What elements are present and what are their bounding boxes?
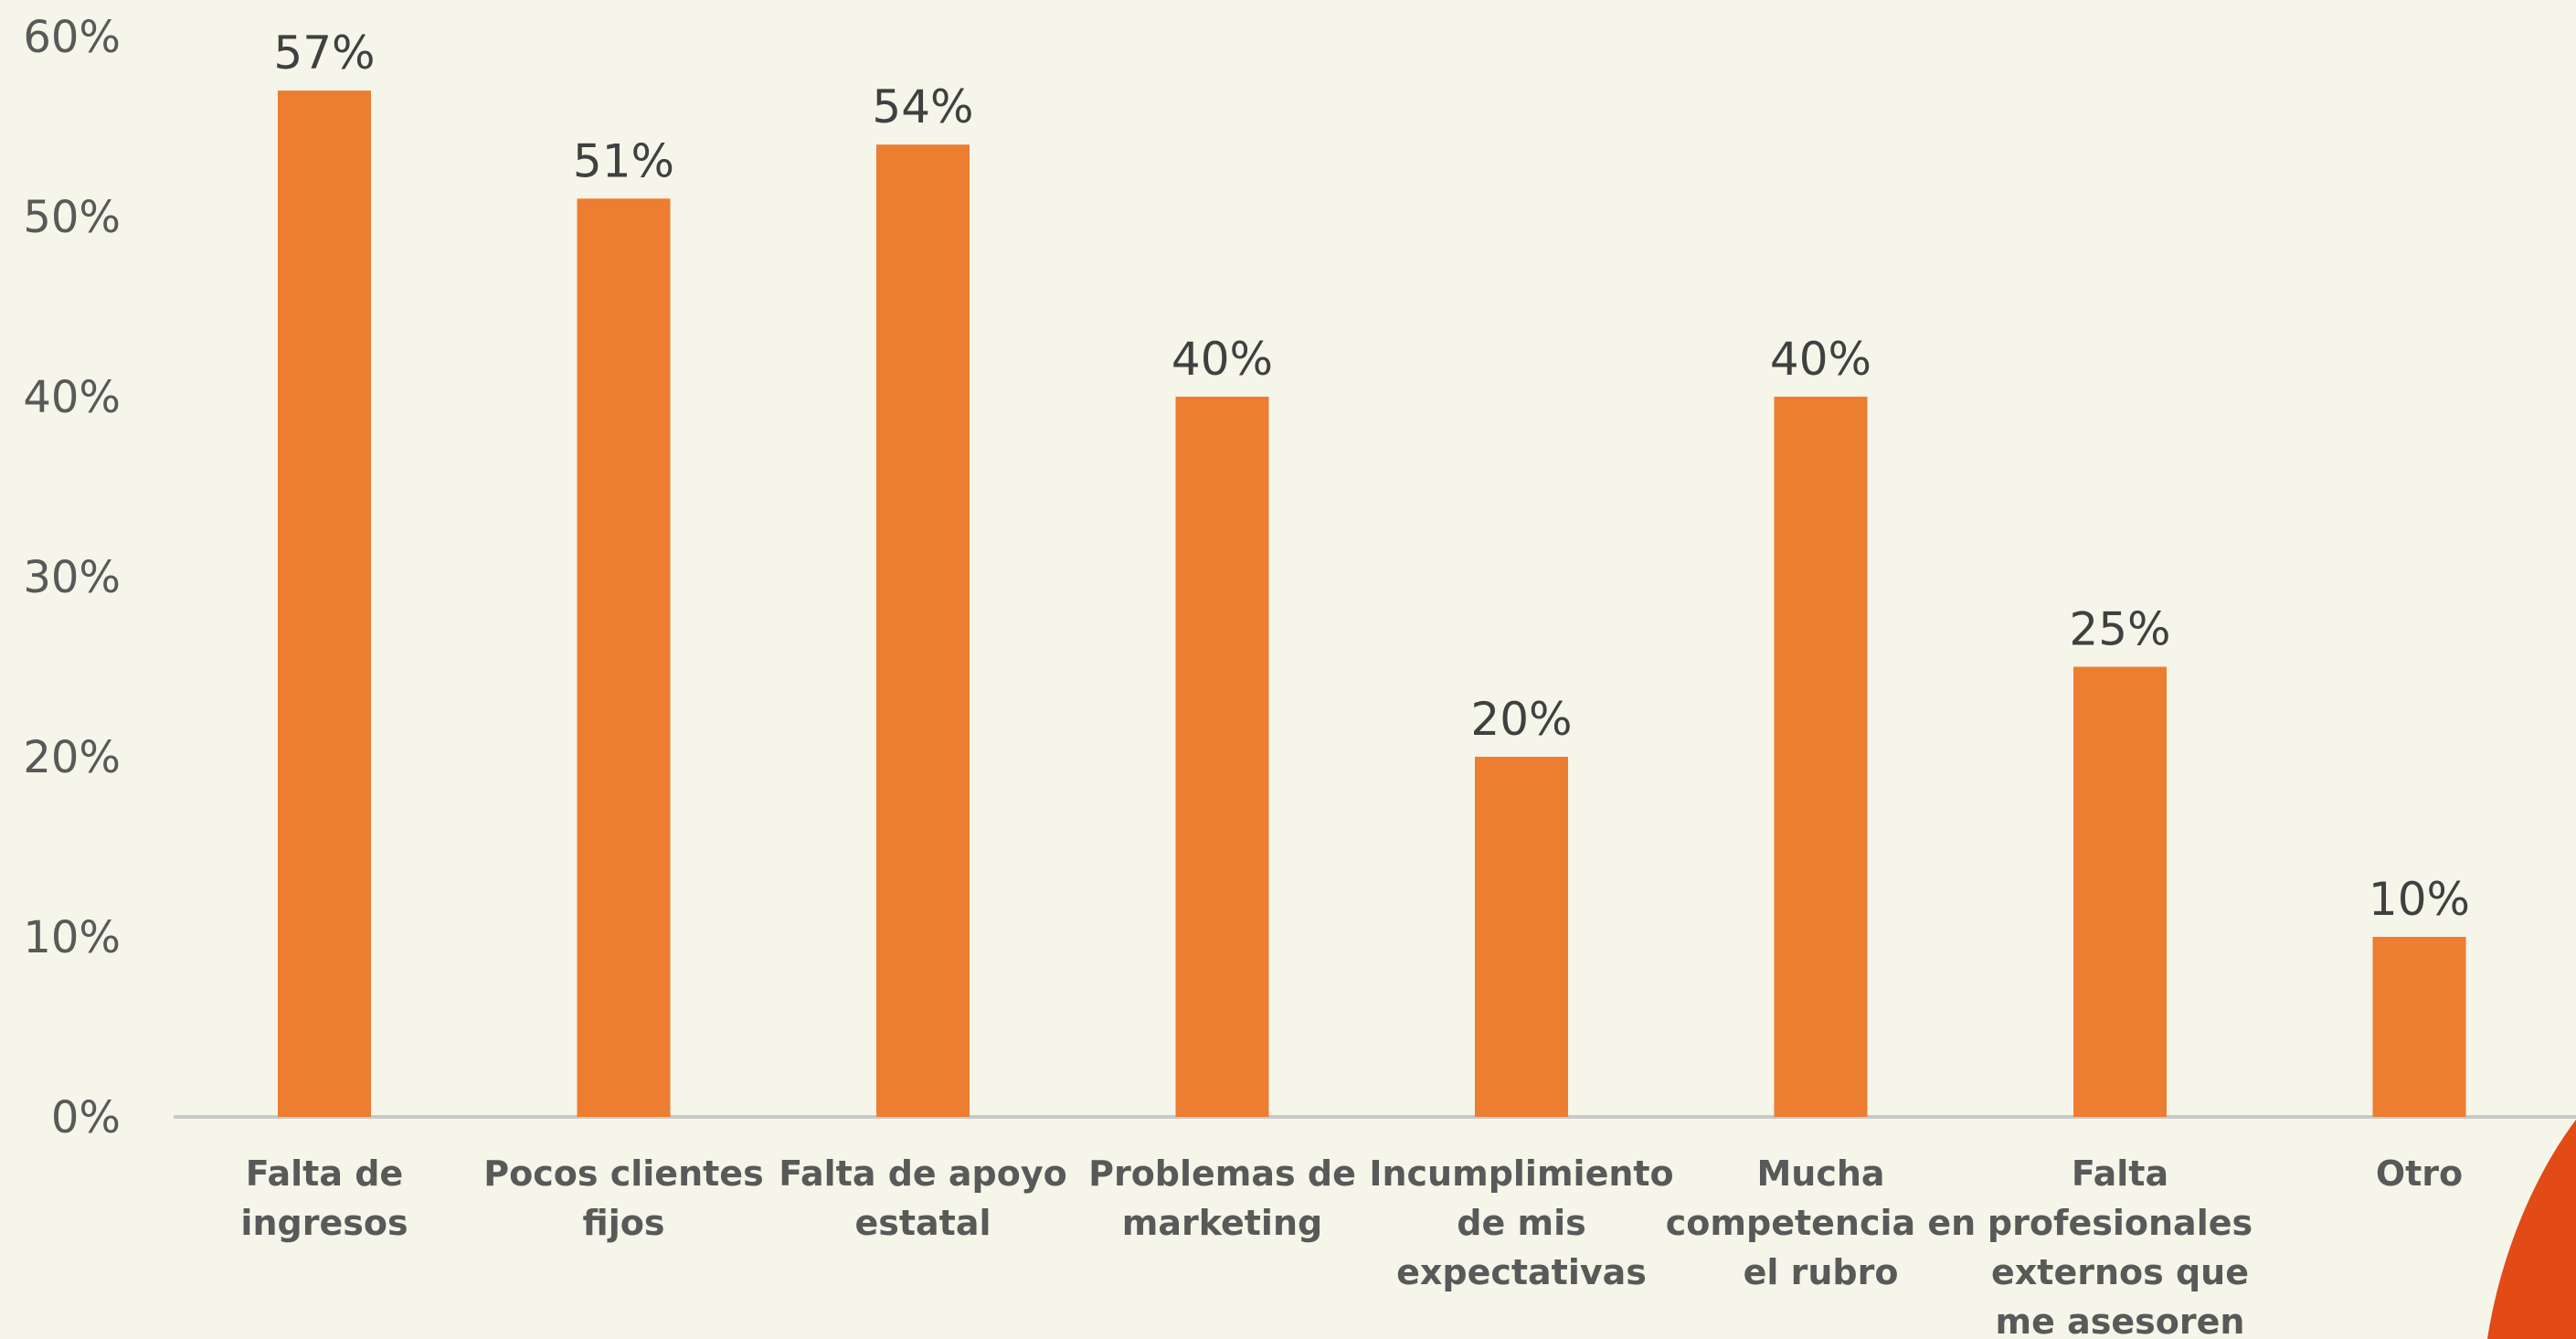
category-label: Mucha competencia en el rubro bbox=[1666, 1153, 1976, 1292]
category-label-line: Falta de apoyo bbox=[779, 1153, 1066, 1194]
data-label: 57% bbox=[273, 27, 375, 80]
category-label-line: Mucha bbox=[1756, 1153, 1884, 1194]
category-label-line: Incumplimiento bbox=[1369, 1153, 1673, 1194]
category-label-line: Falta de bbox=[246, 1153, 403, 1194]
bars bbox=[278, 90, 2466, 1118]
category-label-line: de mis bbox=[1457, 1203, 1585, 1243]
category-label: Falta de ingresos bbox=[240, 1153, 408, 1243]
bar bbox=[1774, 397, 1868, 1117]
category-label: Otro bbox=[2376, 1153, 2463, 1194]
bar bbox=[577, 198, 671, 1118]
y-tick-label: 30% bbox=[23, 552, 121, 603]
category-label-line: fijos bbox=[583, 1203, 665, 1243]
data-label: 20% bbox=[1470, 693, 1572, 746]
category-label-line: competencia en bbox=[1666, 1203, 1976, 1243]
bar bbox=[2073, 666, 2167, 1117]
category-label: Falta de apoyo estatal bbox=[779, 1153, 1066, 1243]
data-label: 54% bbox=[872, 80, 973, 133]
category-label-line: Otro bbox=[2376, 1153, 2463, 1194]
category-label-line: el rubro bbox=[1744, 1252, 1899, 1292]
data-label: 25% bbox=[2069, 603, 2170, 656]
bar bbox=[278, 90, 371, 1118]
category-label-line: Falta bbox=[2072, 1153, 2168, 1194]
y-tick-label: 50% bbox=[23, 192, 121, 243]
category-label: Pocos clientes fijos bbox=[483, 1153, 763, 1243]
bar bbox=[2372, 937, 2466, 1117]
corner-accent-shape bbox=[2487, 1120, 2576, 1339]
bar bbox=[1175, 397, 1269, 1117]
y-tick-label: 40% bbox=[23, 372, 121, 423]
category-label-line: externos que bbox=[1991, 1252, 2249, 1292]
y-tick-label: 60% bbox=[23, 12, 121, 63]
y-tick-label: 10% bbox=[23, 912, 121, 963]
category-label: Incumplimiento de mis expectativas bbox=[1369, 1153, 1673, 1292]
data-label: 51% bbox=[573, 134, 674, 187]
y-tick-label: 20% bbox=[23, 732, 121, 783]
bar bbox=[1475, 757, 1568, 1117]
category-label: Falta profesionales externos que me asesore… bbox=[1988, 1153, 2253, 1339]
category-label-line: marketing bbox=[1122, 1203, 1322, 1243]
data-labels: 57% 51% 54% 40% 20% 40% 25% 10% bbox=[273, 27, 2470, 926]
bar bbox=[876, 144, 970, 1118]
y-axis-ticks: 0% 10% 20% 30% 40% 50% 60% bbox=[23, 12, 121, 1143]
data-label: 40% bbox=[1171, 333, 1273, 386]
category-label: Problemas de marketing bbox=[1088, 1153, 1356, 1243]
y-tick-label: 0% bbox=[51, 1092, 121, 1143]
category-labels: Falta de ingresos Pocos clientes fijos Falta… bbox=[240, 1153, 2463, 1339]
category-label-line: me asesoren bbox=[1996, 1302, 2245, 1339]
data-label: 40% bbox=[1770, 333, 1871, 386]
category-label-line: Problemas de bbox=[1088, 1153, 1356, 1194]
category-label-line: ingresos bbox=[240, 1203, 408, 1243]
category-label-line: Pocos clientes bbox=[483, 1153, 763, 1194]
category-label-line: profesionales bbox=[1988, 1203, 2253, 1243]
data-label: 10% bbox=[2369, 873, 2470, 926]
category-label-line: expectativas bbox=[1396, 1252, 1647, 1292]
category-label-line: estatal bbox=[854, 1203, 991, 1243]
